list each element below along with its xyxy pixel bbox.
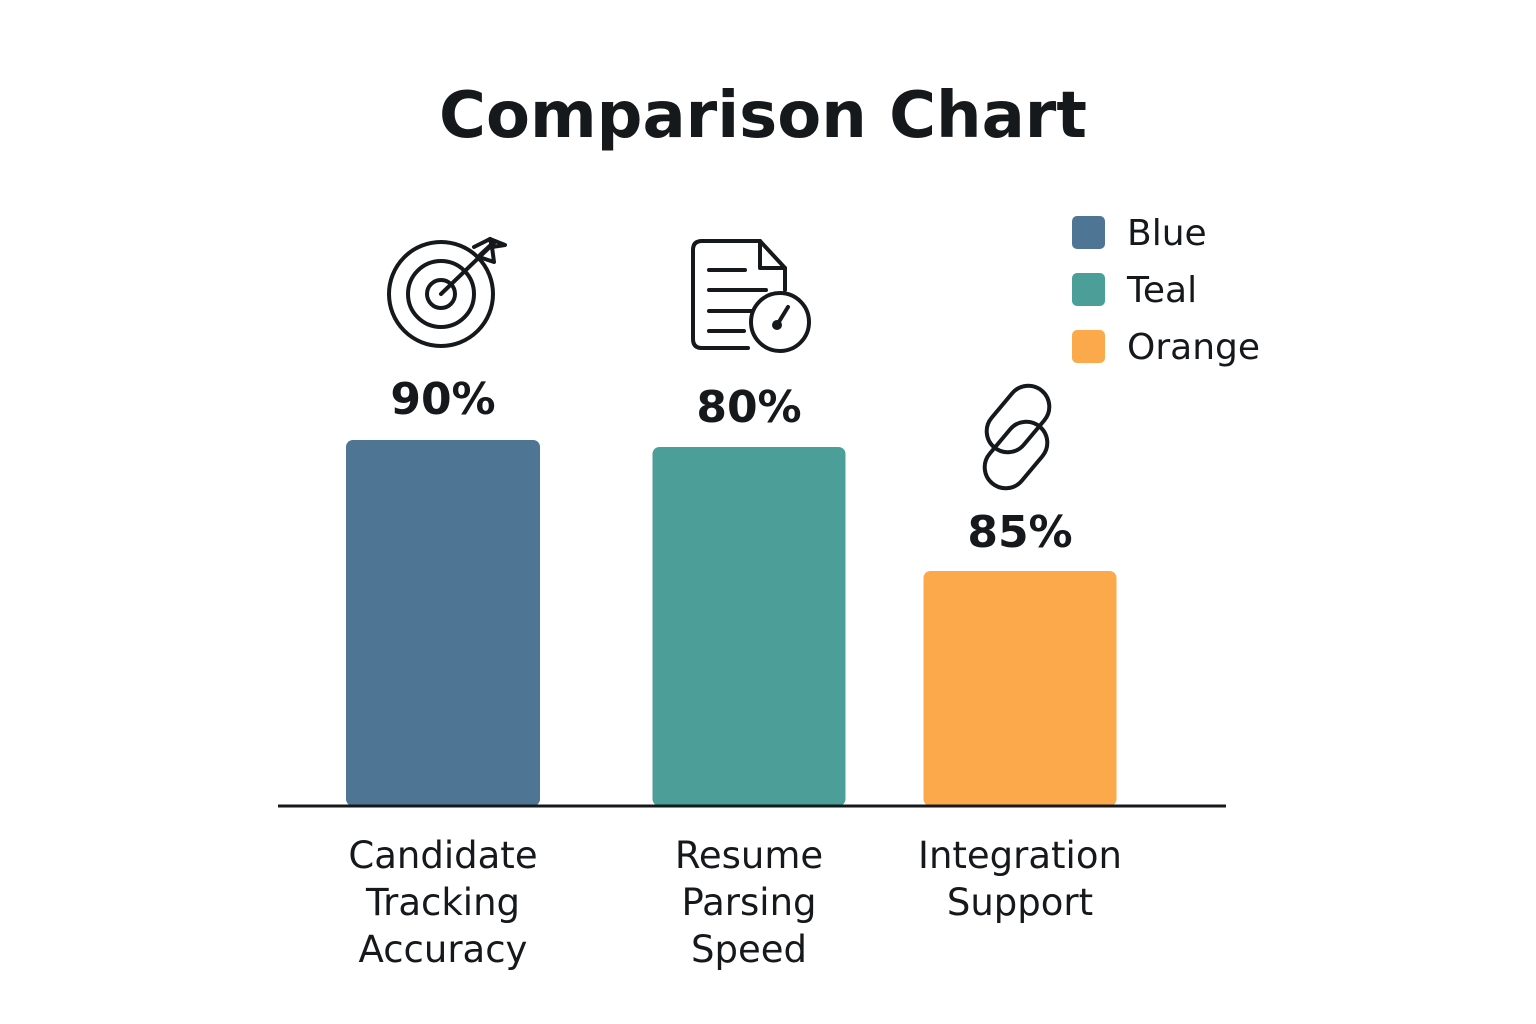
chain-link-icon [982,383,1052,491]
value-labels-layer: 90% 80% 85% [390,374,1072,558]
legend-swatch-orange [1072,330,1105,363]
category-label-0-line-1: Tracking [365,881,520,924]
bar-1 [652,447,846,806]
legend-label-orange: Orange [1127,327,1260,368]
value-label-2: 85% [967,507,1072,558]
category-label-1-line-2: Speed [691,928,807,971]
chart-title: Comparison Chart [439,79,1087,153]
legend: Blue Teal Orange [1072,213,1260,368]
bar-0 [346,440,540,806]
category-label-0-line-2: Accuracy [359,928,528,971]
category-label-1-line-1: Parsing [681,881,816,924]
category-label-1-line-0: Resume [675,834,823,877]
legend-label-blue: Blue [1127,213,1207,254]
legend-label-teal: Teal [1126,270,1197,311]
value-label-0: 90% [390,374,495,425]
legend-swatch-teal [1072,273,1105,306]
bars-layer [346,440,1117,806]
bar-2 [923,571,1117,806]
category-label-2-line-0: Integration [918,834,1122,877]
document-gauge-icon [691,239,811,353]
target-icon [387,237,507,348]
legend-swatch-blue [1072,216,1105,249]
value-label-1: 80% [696,382,801,433]
category-label-2-line-1: Support [947,881,1093,924]
category-label-0-line-0: Candidate [348,834,537,877]
